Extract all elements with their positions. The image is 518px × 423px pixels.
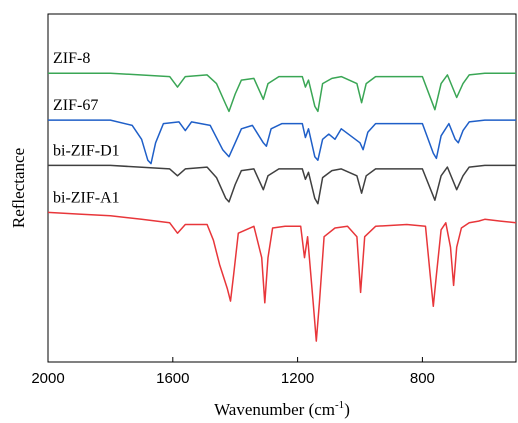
- x-tick-label-1600: 1600: [156, 370, 189, 387]
- x-axis-title-sup: -1: [335, 399, 344, 411]
- x-tick-label-1200: 1200: [281, 370, 314, 387]
- series-label-bi-zif-a1: bi-ZIF-A1: [53, 189, 120, 206]
- x-axis-title-main: Wavenumber (cm: [214, 400, 335, 419]
- series-label-zif-67: ZIF-67: [53, 97, 98, 114]
- series-labels: ZIF-8 ZIF-67 bi-ZIF-D1 bi-ZIF-A1: [53, 50, 120, 206]
- plot-area: [47, 13, 517, 363]
- x-tick-label-2000: 2000: [31, 370, 64, 387]
- x-tick-label-800: 800: [410, 370, 435, 387]
- y-axis-title: Reflectance: [9, 148, 28, 228]
- x-axis-ticks: 2000 1600 1200 800: [31, 357, 435, 387]
- series-layer: [47, 72, 517, 342]
- series-line-zif-67: [48, 119, 516, 165]
- series-line-bi-zif-d1: [48, 164, 516, 205]
- x-axis-title-close: ): [344, 400, 350, 419]
- x-axis-title: Wavenumber (cm-1): [214, 399, 350, 419]
- series-line-bi-zif-a1: [47, 211, 517, 342]
- series-label-zif-8: ZIF-8: [53, 50, 90, 67]
- series-label-bi-zif-d1: bi-ZIF-D1: [53, 142, 120, 159]
- series-line-zif-8: [48, 72, 516, 113]
